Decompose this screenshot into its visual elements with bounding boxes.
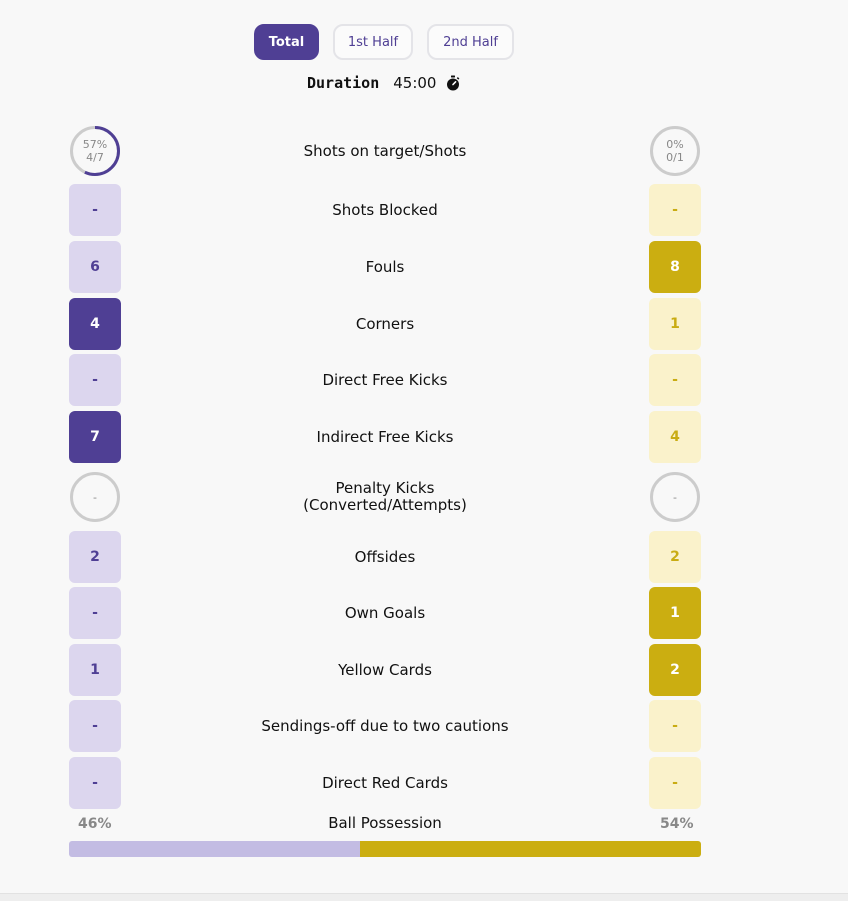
away-offsides: 2 bbox=[649, 531, 701, 583]
home-shots-ring: 57% 4/7 bbox=[69, 125, 121, 177]
stat-row-shots: 57% 4/7 Shots on target/Shots 0% 0/1 bbox=[0, 125, 848, 177]
away-shots-ring: 0% 0/1 bbox=[649, 125, 701, 177]
stat-label-shots: Shots on target/Shots bbox=[303, 141, 467, 160]
stat-label-fouls: Fouls bbox=[365, 257, 405, 276]
stat-row-offsides: 2 Offsides 2 bbox=[0, 531, 848, 583]
stat-label-direct-red-cards: Direct Red Cards bbox=[322, 773, 448, 792]
away-possession-pct: 54% bbox=[660, 816, 694, 832]
tab-total[interactable]: Total bbox=[254, 24, 319, 60]
stat-label-sendings-off: Sendings-off due to two cautions bbox=[261, 716, 509, 735]
away-penalty-value: - bbox=[673, 490, 677, 504]
stat-row-own-goals: - Own Goals 1 bbox=[0, 587, 848, 639]
stat-row-yellow-cards: 1 Yellow Cards 2 bbox=[0, 644, 848, 696]
home-corners: 4 bbox=[69, 298, 121, 350]
home-indirect-free-kicks: 7 bbox=[69, 411, 121, 463]
home-sendings-off: - bbox=[69, 700, 121, 752]
stat-label-offsides: Offsides bbox=[354, 547, 416, 566]
home-shots-arc bbox=[70, 126, 120, 176]
home-penalty-value: - bbox=[93, 490, 97, 504]
away-direct-red-cards: - bbox=[649, 757, 701, 809]
stat-label-own-goals: Own Goals bbox=[344, 603, 426, 622]
away-shots-pct: 0% bbox=[666, 138, 684, 151]
stat-label-direct-free-kicks: Direct Free Kicks bbox=[322, 370, 448, 389]
duration-value: 45:00 bbox=[393, 74, 437, 92]
away-sendings-off: - bbox=[649, 700, 701, 752]
stat-label-corners: Corners bbox=[355, 314, 415, 333]
duration-label: Duration bbox=[307, 74, 380, 92]
away-direct-free-kicks: - bbox=[649, 354, 701, 406]
stat-label-shots-blocked: Shots Blocked bbox=[332, 200, 438, 219]
away-yellow-cards: 2 bbox=[649, 644, 701, 696]
stat-row-direct-free-kicks: - Direct Free Kicks - bbox=[0, 354, 848, 406]
stat-label-yellow-cards: Yellow Cards bbox=[338, 660, 432, 679]
home-possession-pct: 46% bbox=[78, 816, 112, 832]
stat-row-direct-red-cards: - Direct Red Cards - bbox=[0, 757, 848, 809]
home-penalty-ring: - bbox=[69, 471, 121, 523]
stopwatch-icon bbox=[447, 75, 460, 91]
away-penalty-ring: - bbox=[649, 471, 701, 523]
away-corners: 1 bbox=[649, 298, 701, 350]
away-shots-blocked: - bbox=[649, 184, 701, 236]
period-tabs: Total 1st Half 2nd Half bbox=[254, 24, 514, 60]
penalty-label-line2: (Converted/Attempts) bbox=[303, 496, 467, 514]
stat-row-penalty-kicks: - Penalty Kicks (Converted/Attempts) - bbox=[0, 471, 848, 523]
penalty-label-line1: Penalty Kicks bbox=[335, 479, 435, 497]
tab-1st-half[interactable]: 1st Half bbox=[333, 24, 413, 60]
stat-label-penalty-kicks: Penalty Kicks (Converted/Attempts) bbox=[185, 471, 585, 523]
tab-2nd-half[interactable]: 2nd Half bbox=[427, 24, 514, 60]
away-own-goals: 1 bbox=[649, 587, 701, 639]
home-shots-pct: 57% bbox=[82, 138, 108, 151]
stat-row-fouls: 6 Fouls 8 bbox=[0, 241, 848, 293]
away-shots-ratio: 0/1 bbox=[666, 151, 684, 164]
away-indirect-free-kicks: 4 bbox=[649, 411, 701, 463]
possession-bar-home bbox=[69, 841, 360, 857]
home-offsides: 2 bbox=[69, 531, 121, 583]
home-shots-ratio: 4/7 bbox=[86, 151, 104, 164]
home-fouls: 6 bbox=[69, 241, 121, 293]
stat-row-indirect-free-kicks: 7 Indirect Free Kicks 4 bbox=[0, 411, 848, 463]
home-own-goals: - bbox=[69, 587, 121, 639]
home-direct-free-kicks: - bbox=[69, 354, 121, 406]
stat-row-sendings-off: - Sendings-off due to two cautions - bbox=[0, 700, 848, 752]
possession-label: Ball Possession bbox=[328, 814, 442, 832]
possession-bar-away bbox=[359, 841, 701, 857]
page-bottom-divider bbox=[0, 893, 848, 901]
away-fouls: 8 bbox=[649, 241, 701, 293]
stat-row-shots-blocked: - Shots Blocked - bbox=[0, 184, 848, 236]
home-direct-red-cards: - bbox=[69, 757, 121, 809]
stat-label-indirect-free-kicks: Indirect Free Kicks bbox=[316, 427, 454, 446]
stat-row-corners: 4 Corners 1 bbox=[0, 298, 848, 350]
home-shots-blocked: - bbox=[69, 184, 121, 236]
match-duration: Duration 45:00 bbox=[307, 74, 461, 92]
possession-bar bbox=[69, 841, 701, 857]
home-yellow-cards: 1 bbox=[69, 644, 121, 696]
